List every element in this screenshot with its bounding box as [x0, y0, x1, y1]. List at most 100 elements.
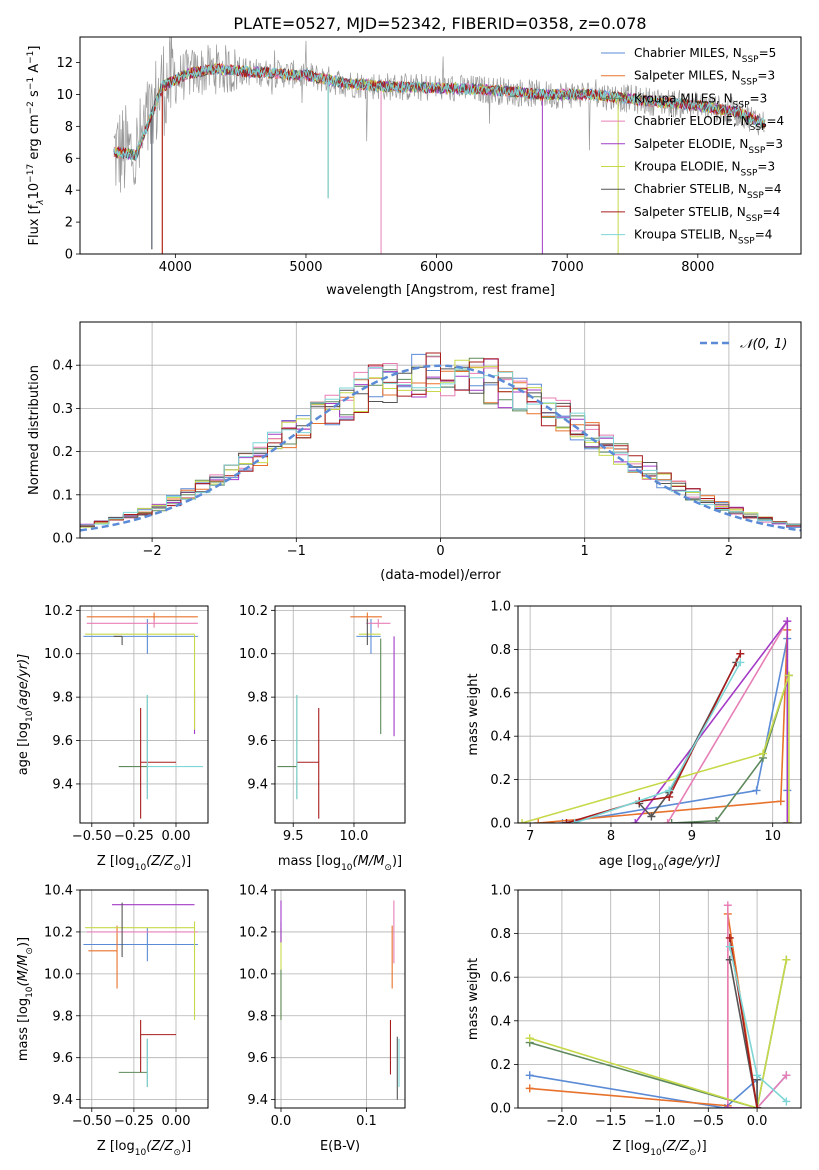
mass-weight-marker [562, 819, 571, 823]
legend-label: Salpeter STELIB, NSSP=4 [634, 205, 780, 224]
x-tick-label: 0.00 [162, 1114, 191, 1129]
age-vs-Z-plot [83, 612, 203, 819]
y-axis-label: mass weight [466, 673, 481, 755]
mass-weight-line [529, 959, 788, 1108]
y-tick-label: 12 [56, 56, 73, 71]
x-tick-label: −1.0 [644, 1114, 676, 1129]
gaussian-curve [80, 364, 801, 532]
y-tick-label: 0.2 [490, 773, 511, 788]
y-tick-label: 0.2 [52, 445, 73, 460]
y-tick-label: 10.0 [239, 967, 268, 982]
mass-weight-marker [753, 1104, 762, 1108]
legend-label: Salpeter ELODIE, NSSP=3 [634, 137, 783, 156]
y-axis-label: Normed distribution [27, 365, 42, 495]
mass-weight-marker [518, 819, 527, 823]
mass-weight-marker [647, 812, 656, 821]
x-tick-label: 10 [764, 829, 781, 844]
x-tick-label: −2 [143, 544, 162, 559]
x-tick-label: −0.50 [72, 1114, 112, 1129]
age-vs-mass-plot [277, 612, 395, 819]
residual-histogram [80, 367, 801, 530]
mass-weight-marker [783, 819, 792, 823]
y-tick-label: 10.2 [239, 925, 268, 940]
mass-weight-marker [753, 1071, 762, 1080]
mass-weight-marker [525, 1084, 534, 1093]
massweight-vs-age-plot [518, 617, 793, 823]
x-axis-label: Z [log10(Z/Z⊙)] [612, 1139, 706, 1158]
mass-vs-Z-axes: −0.50 −0.25 0.00 9.4 9.6 9.8 10.0 10.2 10.4 [44, 884, 208, 1129]
legend-label: Salpeter MILES, NSSP=3 [634, 69, 775, 88]
y-tick-label: 9.4 [247, 1093, 268, 1108]
y-tick-label: 0.0 [52, 532, 73, 547]
y-tick-label: 9.4 [247, 777, 268, 792]
mass-weight-marker [663, 819, 672, 823]
residuals-frame [79, 321, 802, 539]
legend-label: 𝒩(0, 1) [740, 337, 787, 352]
mass-weight-line [521, 675, 790, 823]
residuals-plot [80, 352, 801, 532]
mass-weight-line [729, 946, 787, 1103]
y-axis-label: mass weight [466, 958, 481, 1040]
residuals-axes: −2 −1 0 1 2 0.0 0.1 0.2 0.3 0.4 [52, 322, 801, 559]
y-tick-label: 1.0 [490, 600, 511, 615]
x-tick-label: 1 [581, 544, 589, 559]
x-tick-label: −1.5 [595, 1114, 627, 1129]
mass-vs-EBV-axes: 0.0 0.1 9.4 9.6 9.8 10.0 10.2 10.4 [239, 884, 405, 1129]
x-tick-label: 6000 [420, 260, 453, 275]
y-tick-label: 0.0 [490, 817, 511, 832]
x-axis-label: mass [log10(M/M⊙)] [278, 854, 402, 873]
y-tick-label: 0.1 [52, 488, 73, 503]
x-tick-label: −0.25 [114, 829, 154, 844]
y-axis-label: mass [log10(M/M⊙)] [16, 937, 35, 1061]
y-axis-label: age [log10(age/yr)] [16, 654, 35, 776]
mass-weight-marker [725, 942, 734, 951]
x-axis-label: Z [log10(Z/Z⊙)] [97, 854, 191, 873]
spectrum-axes: 4000 5000 6000 7000 8000 0 2 4 6 8 10 12 [56, 56, 714, 275]
y-tick-label: 0.6 [490, 971, 511, 986]
x-tick-label: 0.0 [271, 1114, 292, 1129]
x-tick-label: 8000 [681, 260, 714, 275]
y-tick-label: 9.6 [52, 734, 73, 749]
y-tick-label: 6 [65, 152, 73, 167]
y-tick-label: 0.6 [490, 686, 511, 701]
legend-label: Chabrier MILES, NSSP=5 [634, 46, 776, 65]
legend-label: Chabrier ELODIE, NSSP=4 [634, 114, 784, 133]
x-tick-label: 9 [688, 829, 696, 844]
y-tick-label: 0.4 [490, 1014, 511, 1029]
mass-weight-line [666, 618, 789, 823]
y-tick-label: 9.4 [52, 777, 73, 792]
mass-weight-marker [712, 816, 721, 823]
y-tick-label: 0.3 [52, 402, 73, 417]
legend-label: Kroupa STELIB, NSSP=4 [634, 228, 772, 247]
y-tick-label: 1.0 [490, 884, 511, 899]
y-tick-label: 4 [65, 184, 73, 199]
x-tick-label: 7 [526, 829, 534, 844]
figure-title: PLATE=0527, MJD=52342, FIBERID=0358, z=0… [233, 14, 646, 33]
massweight-vs-Z-plot [525, 901, 791, 1108]
model-spectrum-line [113, 64, 766, 162]
mass-weight-marker [570, 819, 579, 823]
spectrum-frame [79, 36, 802, 255]
mass-weight-marker [525, 1071, 534, 1080]
mass-vs-Z-plot [83, 902, 198, 1088]
y-axis-label: Flux [fλ10−17 erg cm−2 s−1 A−1] [26, 46, 46, 246]
y-tick-label: 10.2 [44, 604, 73, 619]
y-tick-label: 10.2 [44, 925, 73, 940]
y-tick-label: 9.4 [52, 1093, 73, 1108]
legend-label: Kroupa ELODIE, NSSP=3 [634, 160, 775, 179]
mass-vs-Z-frame [79, 889, 209, 1109]
x-tick-label: 4000 [159, 260, 192, 275]
age-vs-mass-frame [274, 605, 406, 824]
x-axis-label: E(B-V) [320, 1139, 360, 1154]
y-tick-label: 0.0 [490, 1102, 511, 1117]
y-tick-label: 9.8 [247, 1009, 268, 1024]
y-tick-label: 2 [65, 216, 73, 231]
mass-weight-marker [784, 671, 793, 680]
x-tick-label: −1 [287, 544, 306, 559]
x-tick-label: 8 [607, 829, 615, 844]
age-vs-Z-axes: −0.50 −0.25 0.00 9.4 9.6 9.8 10.0 10.2 [44, 604, 208, 844]
y-tick-label: 0.4 [52, 359, 73, 374]
mass-weight-marker [631, 819, 640, 823]
x-tick-label: 0.0 [747, 1114, 768, 1129]
